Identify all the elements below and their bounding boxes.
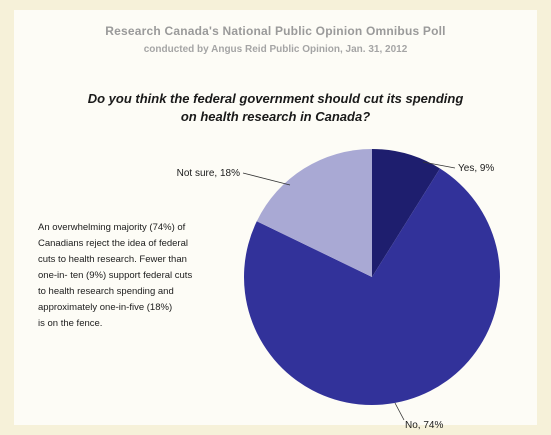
leader-line <box>395 403 404 420</box>
slice-label: Yes, 9% <box>458 163 494 174</box>
leader-line <box>243 173 290 185</box>
slice-label: No, 74% <box>405 420 443 431</box>
slice-label: Not sure, 18% <box>177 168 240 179</box>
